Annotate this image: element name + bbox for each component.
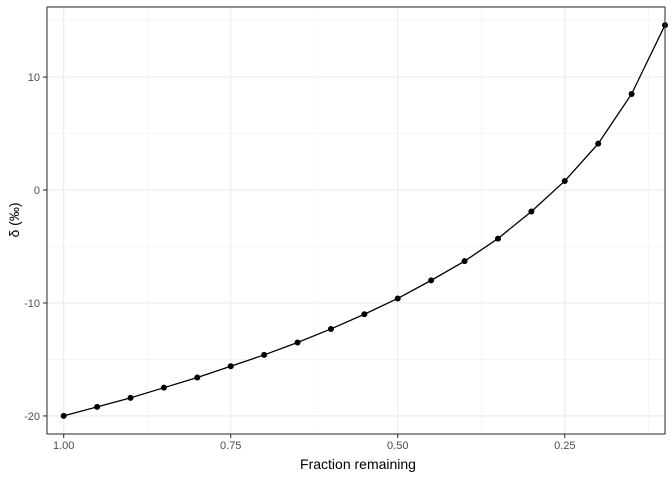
x-tick-label: 1.00 bbox=[53, 440, 74, 452]
data-point bbox=[595, 140, 602, 147]
data-point bbox=[428, 277, 435, 284]
data-point bbox=[628, 90, 635, 97]
grid-minor bbox=[47, 7, 665, 434]
data-point bbox=[261, 351, 268, 358]
data-point bbox=[127, 394, 134, 401]
plot-panel-border bbox=[46, 6, 666, 435]
data-point bbox=[94, 403, 101, 410]
series-layer bbox=[60, 22, 668, 419]
y-tick-label: 10 bbox=[28, 72, 40, 84]
x-tick-label: 0.50 bbox=[387, 440, 408, 452]
data-point bbox=[461, 258, 468, 265]
y-tick-label: -20 bbox=[24, 411, 40, 423]
data-point bbox=[361, 311, 368, 318]
x-tick-label: 0.75 bbox=[220, 440, 241, 452]
y-tick-label: 0 bbox=[34, 185, 40, 197]
x-tick-label: 0.25 bbox=[554, 440, 575, 452]
grid-major bbox=[47, 7, 665, 434]
data-point bbox=[194, 374, 201, 381]
data-point bbox=[227, 363, 234, 370]
data-point bbox=[394, 295, 401, 302]
data-point bbox=[327, 325, 334, 332]
x-axis: 1.00 0.75 0.50 0.25 bbox=[53, 434, 575, 452]
data-point bbox=[60, 412, 67, 419]
plot-background bbox=[47, 7, 665, 434]
data-point bbox=[528, 208, 535, 215]
y-axis: -20 -10 0 10 bbox=[24, 72, 47, 423]
data-point bbox=[561, 177, 568, 184]
data-point bbox=[294, 339, 301, 346]
y-tick-label: -10 bbox=[24, 298, 40, 310]
y-axis-title: δ (‰) bbox=[6, 202, 22, 237]
x-axis-title: Fraction remaining bbox=[300, 456, 416, 472]
data-point bbox=[494, 235, 501, 242]
data-point bbox=[160, 384, 167, 391]
